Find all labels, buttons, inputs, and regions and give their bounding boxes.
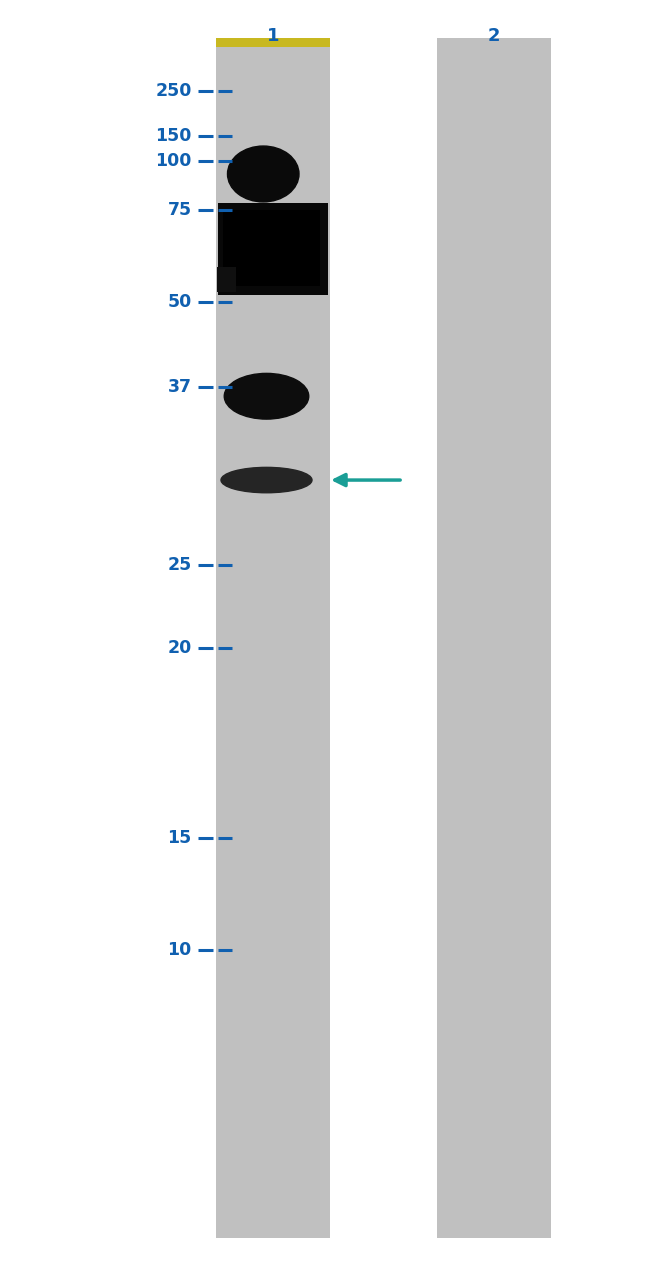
Text: 15: 15 — [168, 829, 192, 847]
Text: 2: 2 — [488, 27, 500, 44]
FancyBboxPatch shape — [218, 203, 328, 295]
Text: 100: 100 — [155, 152, 192, 170]
Text: 250: 250 — [155, 83, 192, 100]
Text: 20: 20 — [168, 639, 192, 657]
Text: 1: 1 — [266, 27, 280, 44]
FancyBboxPatch shape — [222, 210, 320, 286]
FancyBboxPatch shape — [216, 38, 330, 1238]
Ellipse shape — [227, 146, 299, 202]
Text: 75: 75 — [168, 201, 192, 218]
Text: 37: 37 — [168, 378, 192, 396]
Text: 25: 25 — [168, 556, 192, 574]
Ellipse shape — [221, 467, 312, 493]
FancyBboxPatch shape — [217, 267, 236, 292]
FancyBboxPatch shape — [437, 38, 551, 1238]
Ellipse shape — [224, 373, 309, 419]
Text: 10: 10 — [168, 941, 192, 959]
FancyBboxPatch shape — [216, 38, 330, 47]
Text: 50: 50 — [168, 293, 192, 311]
Text: 150: 150 — [155, 127, 192, 145]
